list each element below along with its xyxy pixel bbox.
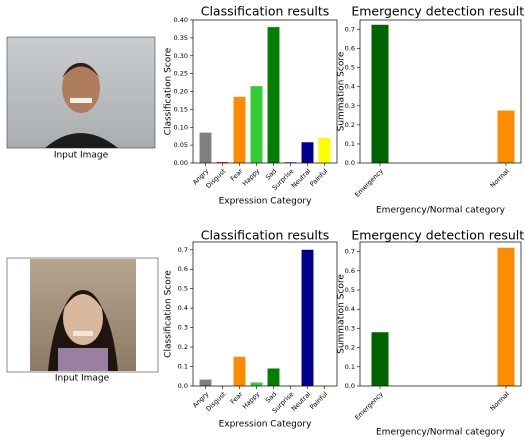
- y-tick-label: 0.0: [345, 159, 355, 167]
- y-tick-label: 0.0: [178, 382, 188, 390]
- x-tick-label: Emergency: [353, 167, 385, 199]
- chart-title: Classification results: [201, 228, 330, 243]
- bar: [498, 248, 515, 386]
- x-tick-label: Painful: [308, 167, 329, 188]
- x-tick-label: Happy: [241, 390, 262, 411]
- bar: [251, 382, 263, 386]
- y-tick-label: 0.5: [345, 64, 355, 72]
- plot-frame: [193, 242, 337, 386]
- x-axis-label: Emergency/Normal category: [376, 428, 506, 438]
- y-tick-label: 0.30: [174, 52, 188, 60]
- x-tick-label: Disgust: [204, 167, 227, 190]
- y-tick-label: 0.4: [345, 83, 355, 91]
- bar: [302, 250, 314, 386]
- x-tick-label: Happy: [241, 167, 262, 188]
- x-tick-label: Normal: [489, 167, 511, 189]
- y-tick-label: 0.2: [345, 344, 355, 352]
- y-tick-label: 0.5: [345, 286, 355, 294]
- bar: [372, 25, 389, 163]
- y-tick-label: 0.2: [178, 343, 188, 351]
- chart-title: Classification results: [201, 4, 330, 19]
- y-tick-label: 0.1: [345, 363, 355, 371]
- y-tick-label: 0.20: [174, 88, 188, 96]
- y-tick-label: 0.1: [345, 140, 355, 148]
- y-tick-label: 0.2: [345, 121, 355, 129]
- y-tick-label: 0.05: [174, 141, 188, 149]
- y-tick-label: 0.6: [345, 267, 355, 275]
- x-tick-label: Disgust: [204, 390, 227, 413]
- y-tick-label: 0.35: [174, 34, 188, 42]
- y-tick-label: 0.7: [345, 248, 355, 256]
- y-tick-label: 0.7: [178, 246, 188, 254]
- y-tick-label: 0.15: [174, 105, 188, 113]
- y-tick-label: 0.3: [178, 324, 188, 332]
- chart-title: Emergency detection results: [351, 228, 525, 243]
- y-tick-label: 0.0: [345, 382, 355, 390]
- y-tick-label: 0.40: [174, 16, 188, 24]
- x-tick-label: Neutral: [290, 167, 313, 190]
- bar: [200, 133, 212, 163]
- chart-title: Emergency detection results: [351, 4, 525, 19]
- bar: [234, 357, 246, 386]
- bar: [268, 368, 280, 386]
- x-tick-label: Emergency: [353, 390, 385, 422]
- bar: [372, 332, 389, 386]
- x-axis-label: Expression Category: [219, 197, 312, 207]
- y-tick-label: 0.25: [174, 70, 188, 78]
- y-tick-label: 0.00: [174, 159, 188, 167]
- y-tick-label: 0.1: [178, 363, 188, 371]
- x-axis-label: Emergency/Normal category: [376, 206, 506, 216]
- bar: [251, 86, 263, 163]
- y-axis-label: Classification Score: [164, 47, 174, 135]
- y-tick-label: 0.3: [345, 324, 355, 332]
- y-tick-label: 0.3: [345, 102, 355, 110]
- x-axis-label: Expression Category: [219, 420, 312, 430]
- bar: [200, 380, 212, 386]
- x-tick-label: Normal: [489, 390, 511, 412]
- input-image: [7, 258, 158, 372]
- bar: [234, 97, 246, 163]
- x-tick-label: Neutral: [290, 390, 313, 413]
- y-tick-label: 0.5: [178, 285, 188, 293]
- image-caption: Input Image: [55, 374, 110, 384]
- bar: [498, 111, 515, 163]
- bar: [302, 142, 314, 163]
- y-tick-label: 0.4: [345, 305, 355, 313]
- image-caption: Input Image: [54, 151, 109, 161]
- figure: Input Image Input Image Classification r…: [0, 0, 525, 441]
- y-tick-label: 0.4: [178, 304, 188, 312]
- y-tick-label: 0.10: [174, 123, 188, 131]
- y-tick-label: 0.6: [178, 265, 188, 273]
- x-tick-label: Painful: [308, 390, 329, 411]
- y-axis-label: Classification Score: [164, 270, 174, 358]
- y-tick-label: 0.7: [345, 26, 355, 34]
- plot-frame: [193, 20, 337, 163]
- bar: [268, 27, 280, 163]
- y-tick-label: 0.6: [345, 45, 355, 53]
- input-image: [7, 37, 155, 148]
- bar: [319, 138, 331, 163]
